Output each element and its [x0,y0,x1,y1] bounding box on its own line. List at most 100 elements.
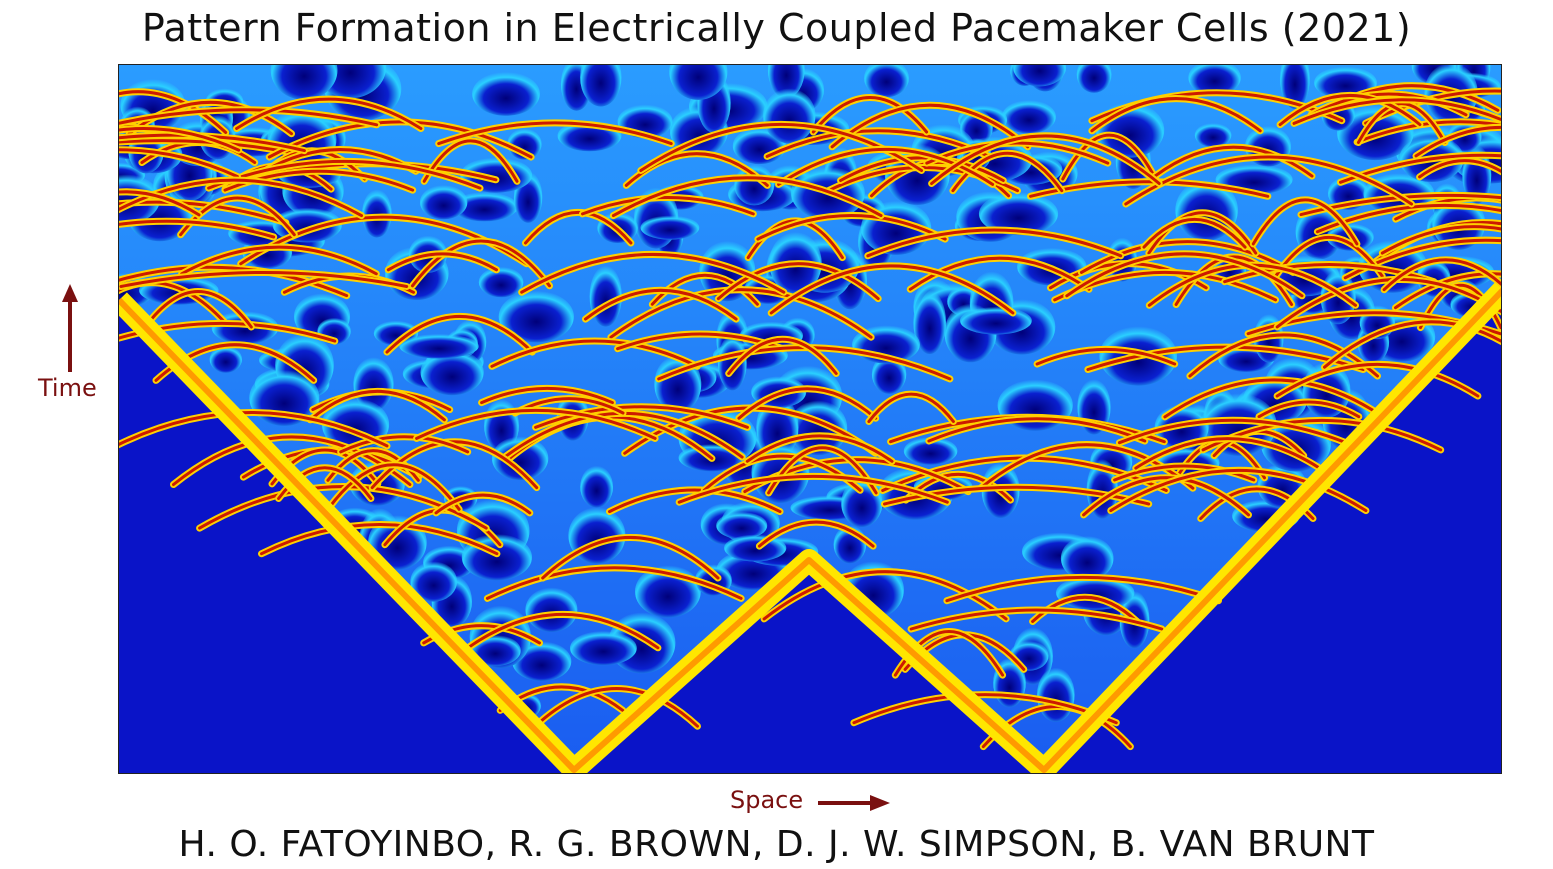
wavefront-red [119,287,1501,773]
pattern-blob [960,306,1032,335]
pattern-blob [420,185,468,220]
pattern-blob [580,65,622,107]
wave-arch [1035,347,1177,366]
pattern-blob [570,630,637,666]
space-axis-label: Space [730,786,804,814]
wave-arch [1414,125,1501,158]
wave-arch [727,337,838,375]
wave-arch [716,262,880,301]
wave-arch [1061,133,1158,181]
wave-arch [119,190,201,217]
pattern-blob [913,290,946,354]
space-arrow-icon [818,795,890,811]
wave-arch [839,156,1005,182]
wave-arch [143,290,253,329]
wave-arch [584,288,738,321]
wave-arch [762,570,1008,621]
wave-arch [119,411,389,448]
wave-arch [1174,255,1294,306]
wave-arch [1188,333,1379,378]
wave-arch [737,387,878,420]
pattern-blob [211,311,279,345]
wave-arch [1274,236,1384,278]
wave-arch [533,687,699,728]
wave-arch [1153,145,1314,178]
wave-arch [1323,320,1501,369]
pattern-blob [871,354,907,394]
wave-arch [415,408,657,440]
wave-arch [207,159,482,190]
wave-arch [437,121,673,146]
pattern-blob [451,192,518,222]
pattern-blob [469,635,521,666]
pattern-blob [1060,536,1114,581]
wave-arch [769,264,1015,315]
pattern-blob [1013,65,1067,87]
pattern-blob [362,189,392,238]
pattern-blob [209,346,242,373]
wave-arch [1355,120,1501,144]
wave-arch [119,270,409,288]
wave-arch [119,148,239,178]
pattern-blob [1194,123,1232,148]
pattern-blob [498,290,574,343]
pattern-blob [724,534,787,562]
wave-arch [119,178,363,218]
pattern-blob [669,65,728,100]
wave-arch [260,523,499,556]
wave-arch [765,129,991,158]
wave-arch [119,139,305,157]
wave-arch [119,127,241,152]
pattern-blob [472,72,540,116]
wave-arch [1065,252,1304,298]
wave-arch [119,108,379,127]
wave-arch [767,446,878,495]
wave-arch [1134,437,1321,470]
wave-arch [267,120,533,159]
pattern-blob [716,511,768,540]
wave-arch [811,96,929,134]
wave-arch [1109,468,1368,513]
wave-arch [830,103,1030,149]
wave-arch [541,536,720,580]
wave-arch [866,228,1123,258]
pattern-blob [640,215,700,240]
pattern-blob [1037,667,1075,722]
wave-arch [925,141,1110,165]
pattern-blob [353,357,394,411]
wave-arch [1257,400,1361,419]
wave-arch [524,210,633,245]
pattern-blob [399,333,479,359]
wave-arch [930,134,1161,185]
wave-arch [119,200,288,225]
wave-arch [951,151,1064,193]
pattern-blob [478,266,524,298]
wave-arch [1299,193,1501,217]
wave-arch [945,575,1220,603]
wave-arch [411,239,551,288]
wave-arch [777,147,995,186]
pattern-blob [903,437,958,465]
wave-arch [581,196,755,216]
pattern-blob [420,349,484,396]
wave-arch [1343,238,1501,280]
wave-arch [235,97,423,130]
wave-arch [308,390,446,422]
wave-arch [1315,203,1501,234]
pattern-blob [1188,65,1241,96]
wave-arch [1124,155,1413,206]
wave-arch [1382,258,1501,292]
pattern-blob [864,65,909,98]
wave-arch [386,252,498,272]
wave-arch [480,386,614,405]
wave-arch [1082,476,1250,517]
pattern-blob [525,587,578,633]
wave-arch [756,214,947,241]
figure-title: Pattern Formation in Electrically Couple… [141,6,1412,50]
pattern-blob [580,465,613,508]
wave-arch [180,245,378,276]
wave-arch [1117,418,1348,445]
pattern-blob [1076,65,1112,93]
pattern-blob [491,436,549,481]
wave-arch [927,417,1147,443]
